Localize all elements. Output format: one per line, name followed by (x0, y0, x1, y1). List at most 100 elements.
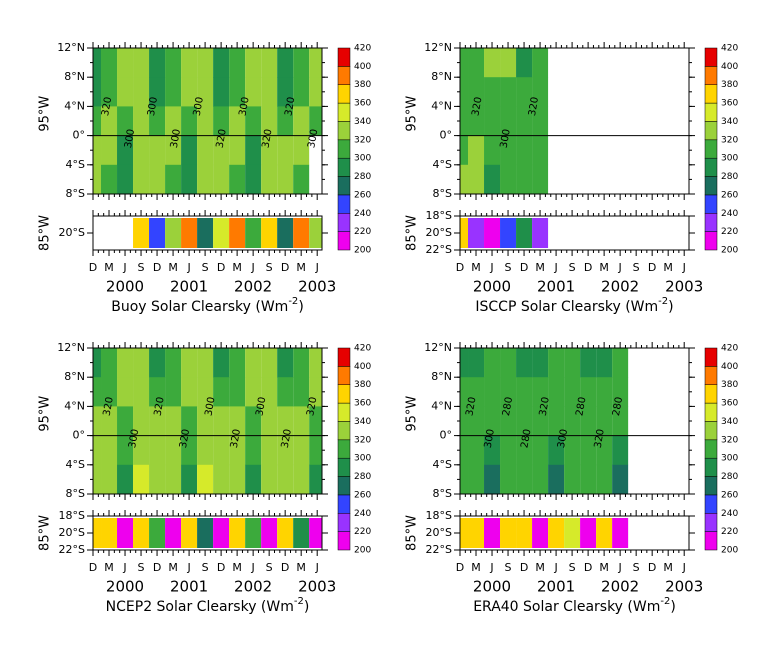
strip-cell (293, 518, 310, 548)
field-cell (101, 106, 118, 136)
field-cell (149, 377, 166, 407)
field-cell (149, 435, 166, 466)
field-cell (133, 348, 150, 378)
colorbar-label: 360 (721, 399, 738, 409)
field-cell (309, 377, 322, 407)
month-label: J (553, 561, 557, 574)
field-cell (532, 135, 549, 166)
contour-label: 320 (527, 96, 541, 117)
colorbar-swatch (704, 176, 718, 196)
field-cell (181, 348, 198, 378)
field-cell (548, 348, 565, 378)
colorbar-label: 420 (721, 344, 738, 354)
month-label: J (489, 561, 493, 574)
y-tick-label: 8°N (431, 370, 452, 383)
y-tick-label: 4°N (64, 99, 85, 112)
field-cell (245, 348, 262, 378)
strip-cell (532, 218, 549, 248)
field-cell (500, 464, 517, 495)
field-cell (468, 135, 485, 166)
colorbar-label: 320 (721, 135, 738, 145)
colorbar-swatch (337, 402, 351, 422)
field-cell (133, 48, 150, 78)
colorbar-swatch (704, 139, 718, 159)
colorbar-swatch (704, 231, 718, 251)
colorbar-swatch (337, 102, 351, 122)
field-cell (101, 348, 118, 378)
contour-label: 300 (127, 428, 141, 449)
month-label: S (202, 261, 209, 274)
month-label: J (618, 261, 622, 274)
colorbar-label: 220 (721, 527, 738, 537)
field-cell (460, 464, 469, 495)
field-cell (213, 464, 230, 495)
field-cell (117, 406, 134, 436)
field-cell (460, 164, 469, 195)
colorbar-label: 300 (354, 154, 371, 164)
field-cell (277, 48, 294, 78)
field-cell (101, 406, 118, 436)
title-text: ISCCP Solar Clearsky (Wm (475, 299, 658, 315)
y-tick-label: 8°N (64, 70, 85, 83)
field-cell (460, 135, 469, 166)
strip-cell (468, 218, 485, 248)
y-tick-label: 8°S (433, 187, 452, 200)
field-cell (229, 106, 246, 136)
strip-tick-label: 22°S (426, 543, 452, 556)
y-tick-label: 12°N (57, 41, 85, 54)
field-cell (261, 435, 278, 466)
field-cell (484, 464, 501, 495)
field-cell (612, 377, 629, 407)
field-cell (197, 77, 214, 107)
field-cell (468, 106, 485, 136)
field-cell (197, 106, 214, 136)
month-label: D (520, 261, 528, 274)
y-tick-label: 8°S (66, 187, 85, 200)
strip-cell (309, 218, 322, 248)
strip-cell (245, 518, 262, 548)
colorbar-swatch (704, 513, 718, 532)
colorbar-label: 220 (354, 527, 371, 537)
month-label: M (296, 561, 306, 574)
title-sup: -2 (294, 596, 304, 607)
field-cell (484, 135, 501, 166)
y-tick-label: 8°N (64, 370, 85, 383)
panel: 12°N8°N4°N0°4°S8°S18°S20°S22°S95°W85°WD M… (38, 341, 372, 615)
field-cell (277, 164, 294, 195)
month-label: M (232, 261, 242, 274)
strip-cell (548, 518, 565, 548)
strip-axis-label: 85°W (38, 215, 53, 251)
colorbar-label: 340 (721, 117, 738, 127)
month-label: M (663, 261, 673, 274)
field-cell (277, 77, 294, 107)
field-cell (213, 377, 230, 407)
year-label: 2001 (170, 578, 208, 596)
month-label: S (138, 561, 145, 574)
field-cell (516, 406, 533, 436)
colorbar-swatch (704, 66, 718, 85)
field-cell (261, 464, 278, 495)
field-cell (460, 48, 469, 78)
field-cell (516, 464, 533, 495)
month-label: J (251, 561, 255, 574)
field-cell (133, 464, 150, 495)
y-axis-label: 95°W (405, 396, 420, 432)
field-cell (580, 348, 597, 378)
field-cell (293, 48, 310, 78)
colorbar-label: 260 (354, 490, 371, 500)
field-cell (293, 377, 310, 407)
field-cell (277, 377, 294, 407)
contour-label: 300 (238, 96, 252, 117)
panel: 12°N8°N4°N0°4°S8°S18°S20°S22°S95°W85°WD M… (405, 41, 739, 315)
colorbar-label: 380 (721, 380, 738, 390)
field-cell (245, 377, 262, 407)
field-cell (245, 106, 262, 136)
field-cell (181, 406, 198, 436)
colorbar-swatch (337, 213, 351, 232)
month-label: M (663, 561, 673, 574)
month-label: S (202, 561, 209, 574)
colorbar-swatch (704, 531, 718, 551)
colorbar-label: 360 (354, 399, 371, 409)
field-cell (197, 377, 214, 407)
field-cell (277, 135, 294, 166)
